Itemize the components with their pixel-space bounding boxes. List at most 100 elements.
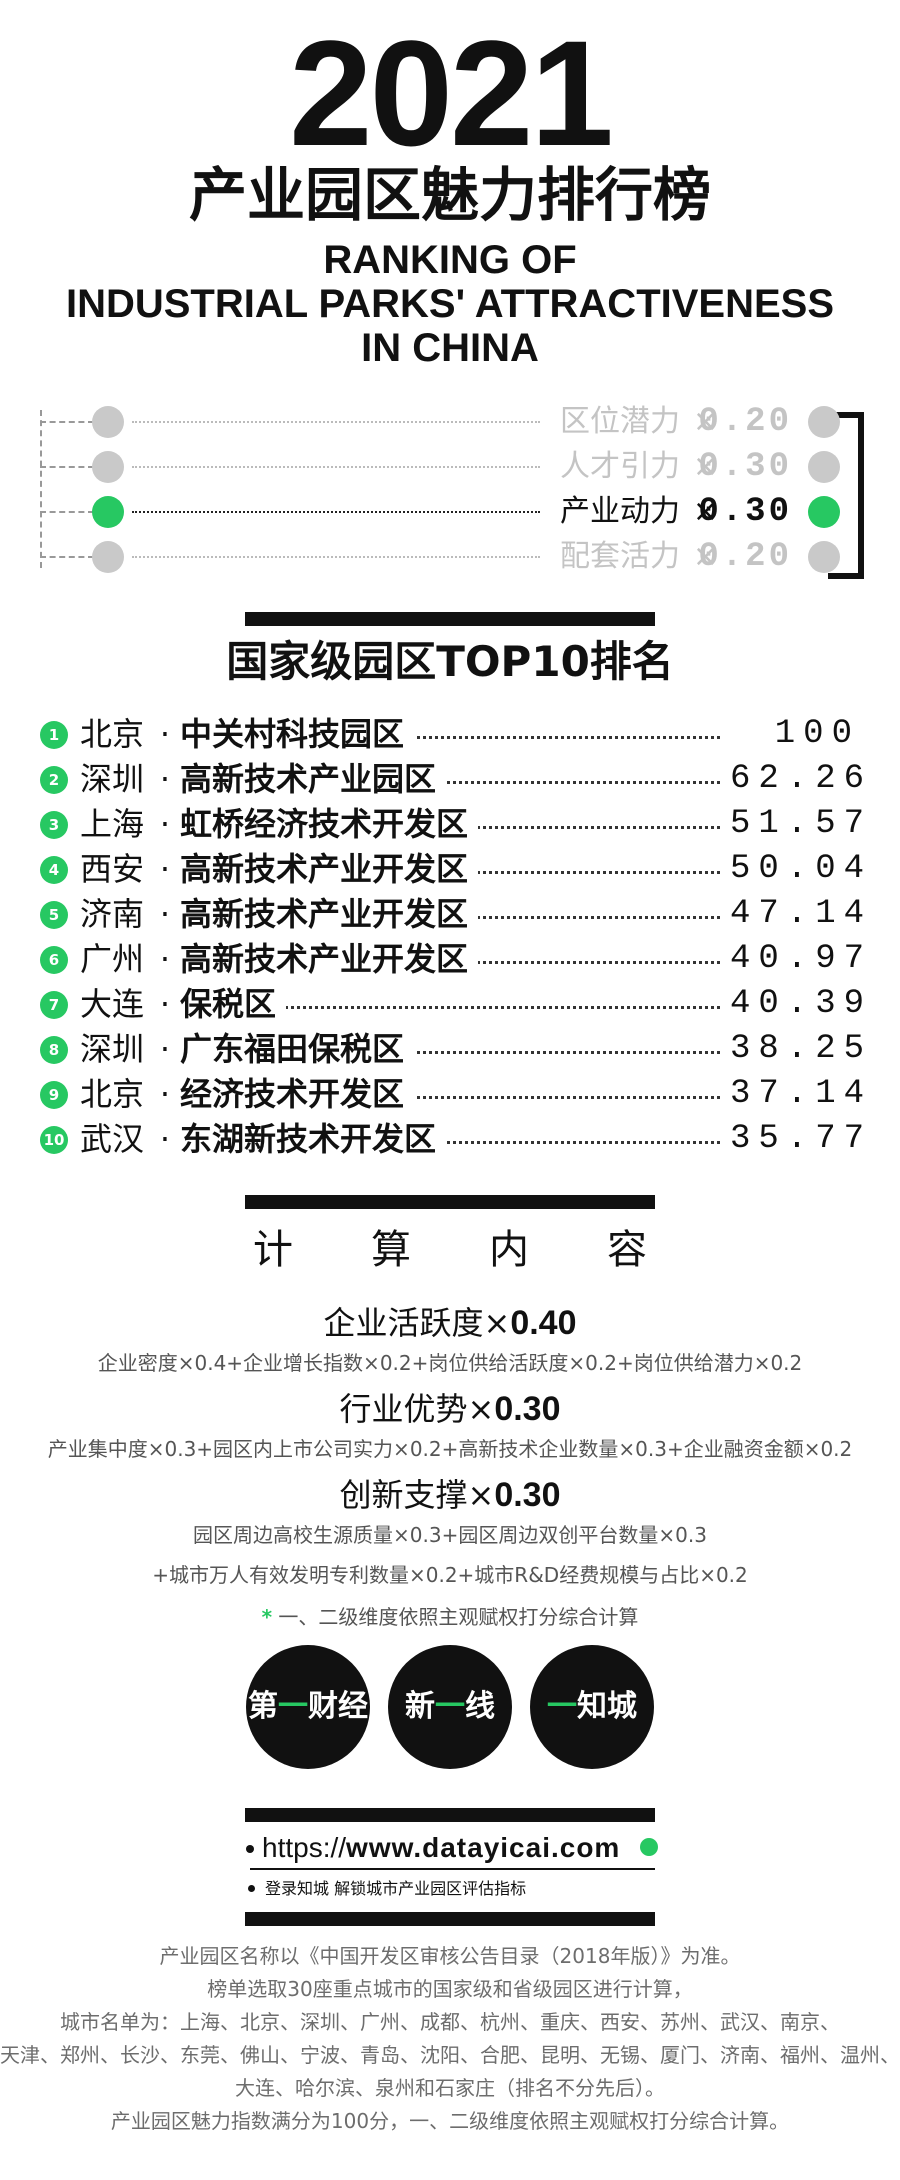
score-value: 40.39 [730, 985, 873, 1023]
separator-dot: · [159, 940, 171, 978]
park-name: 保税区 [180, 982, 287, 1026]
divider-bar [245, 1912, 655, 1926]
score-value: 37.14 [730, 1075, 873, 1113]
dimension-leader [132, 556, 540, 558]
footer-line: 大连、哈尔滨、泉州和石家庄（排名不分先后）。 [235, 2076, 665, 2100]
dimension-weight: 0.20 [698, 538, 792, 576]
dimension-label: 区位潜力 [560, 404, 680, 439]
rank-number-badge: 2 [40, 766, 68, 794]
park-name: 东湖新技术开发区 [180, 1117, 447, 1161]
zhicheng-logo[interactable]: 一知城 [530, 1645, 654, 1769]
separator-dot: · [159, 805, 171, 843]
rank-number-badge: 3 [40, 811, 68, 839]
rank-number-badge: 4 [40, 856, 68, 884]
city-name: 武汉 [80, 1120, 145, 1158]
dimension-leader [132, 511, 540, 513]
ranking-row: 6 广州 · 高新技术产业开发区 40.97 [40, 937, 864, 981]
ranking-title: 国家级园区TOP10排名 [226, 637, 674, 686]
calc-item-formula: 园区周边高校生源质量×0.3+园区周边双创平台数量×0.3 [193, 1523, 707, 1547]
yicai-logo[interactable]: 第一财经 [246, 1645, 370, 1769]
separator-dot: · [159, 760, 171, 798]
times-symbol: × [483, 1304, 511, 1342]
calc-item-weight: 0.40 [510, 1304, 577, 1342]
park-name: 广东福田保税区 [180, 1027, 415, 1071]
ranking-row: 1 北京 · 中关村科技园区 100 [40, 712, 860, 756]
dimension-label: 产业动力 [560, 494, 680, 529]
dimension-dot-icon [92, 496, 124, 528]
times-symbol: × [692, 449, 718, 484]
ranking-row: 5 济南 · 高新技术产业开发区 47.14 [40, 892, 873, 936]
ranking-row: 2 深圳 · 高新技术产业园区 62.26 [40, 757, 864, 801]
url-prefix: https:// [262, 1832, 347, 1863]
chinese-title: 产业园区魅力排行榜 [188, 161, 711, 229]
park-name: 高新技术产业开发区 [180, 892, 479, 936]
dimension-weight: 0.30 [698, 493, 792, 531]
park-name: 经济技术开发区 [180, 1072, 415, 1116]
calc-item-name: 行业优势 [339, 1390, 468, 1428]
rank-number-badge: 9 [40, 1081, 68, 1109]
city-name: 深圳 [80, 760, 145, 798]
city-name: 北京 [80, 1075, 145, 1113]
separator-dot: · [159, 715, 171, 753]
city-name: 大连 [80, 985, 145, 1023]
dotted-leader [200, 1141, 720, 1144]
calc-item-weight: 0.30 [494, 1390, 561, 1428]
rank-number-badge: 10 [40, 1126, 68, 1154]
bullet-icon [248, 1885, 255, 1892]
separator-dot: · [159, 850, 171, 888]
dimension-weight: 0.20 [698, 403, 792, 441]
dimension-dot-icon [808, 406, 840, 438]
dotted-leader [200, 781, 720, 784]
calc-item-formula: +城市万人有效发明专利数量×0.2+城市R&D经费规模与占比×0.2 [152, 1563, 748, 1587]
url-domain: www.datayicai.com [346, 1832, 621, 1863]
english-title-line-3: IN CHINA [361, 326, 539, 370]
dimension-dash [40, 556, 94, 558]
green-dot-icon [640, 1838, 658, 1856]
dimension-dot-icon [808, 541, 840, 573]
calc-item-title: 行业优势×0.30 [0, 1386, 900, 1432]
asterisk-icon: * [261, 1605, 273, 1629]
calc-item-weight: 0.30 [494, 1476, 561, 1514]
park-name: 高新技术产业园区 [180, 757, 447, 801]
dimension-connector [40, 410, 42, 568]
times-symbol: × [467, 1390, 495, 1428]
score-value: 47.14 [730, 895, 873, 933]
dimension-dot-icon [92, 541, 124, 573]
dotted-leader [200, 736, 720, 739]
dimension-row: 区位潜力 × 0.20 [40, 400, 840, 444]
dimension-row: 配套活力 × 0.20 [40, 535, 840, 579]
dimension-weight: 0.30 [698, 448, 792, 486]
ranking-row: 7 大连 · 保税区 40.39 [40, 982, 873, 1026]
score-value: 50.04 [730, 850, 873, 888]
dimension-leader [132, 421, 540, 423]
times-symbol: × [692, 404, 718, 439]
rank-number-badge: 5 [40, 901, 68, 929]
footer-line: 产业园区魅力指数满分为100分，一、二级维度依照主观赋权打分综合计算。 [110, 2109, 790, 2133]
dotted-leader [200, 1051, 720, 1054]
score-value: 100 [774, 715, 860, 753]
calc-item-title: 创新支撑×0.30 [0, 1472, 900, 1518]
rank-number-badge: 8 [40, 1036, 68, 1064]
score-value: 35.77 [730, 1120, 873, 1158]
website-link[interactable]: https://www.datayicai.com [262, 1828, 620, 1868]
dimension-dot-icon [808, 496, 840, 528]
park-name: 高新技术产业开发区 [180, 847, 479, 891]
dimension-row-active: 产业动力 × 0.30 [40, 490, 840, 534]
english-title-line-1: RANKING OF [323, 238, 577, 282]
footer-line: 天津、郑州、长沙、东莞、佛山、宁波、青岛、沈阳、合肥、昆明、无锡、厦门、济南、福… [0, 2043, 900, 2067]
rank-number-badge: 6 [40, 946, 68, 974]
score-value: 38.25 [730, 1030, 873, 1068]
rank-number-badge: 1 [40, 721, 68, 749]
english-title-line-2: INDUSTRIAL PARKS' ATTRACTIVENESS [65, 282, 835, 326]
login-note: 登录知城 解锁城市产业园区评估指标 [265, 1879, 527, 1898]
rising-lab-logo[interactable]: 新一线 [388, 1645, 512, 1769]
separator-dot: · [159, 1030, 171, 1068]
rank-number-badge: 7 [40, 991, 68, 1019]
times-symbol: × [467, 1476, 495, 1514]
dimension-label: 人才引力 [560, 449, 680, 484]
calc-item-name: 创新支撑 [339, 1476, 468, 1514]
city-name: 深圳 [80, 1030, 145, 1068]
park-name: 中关村科技园区 [180, 712, 415, 756]
year-title: 2021 [289, 9, 614, 177]
calculation-heading: 计算内容 [253, 1227, 725, 1273]
